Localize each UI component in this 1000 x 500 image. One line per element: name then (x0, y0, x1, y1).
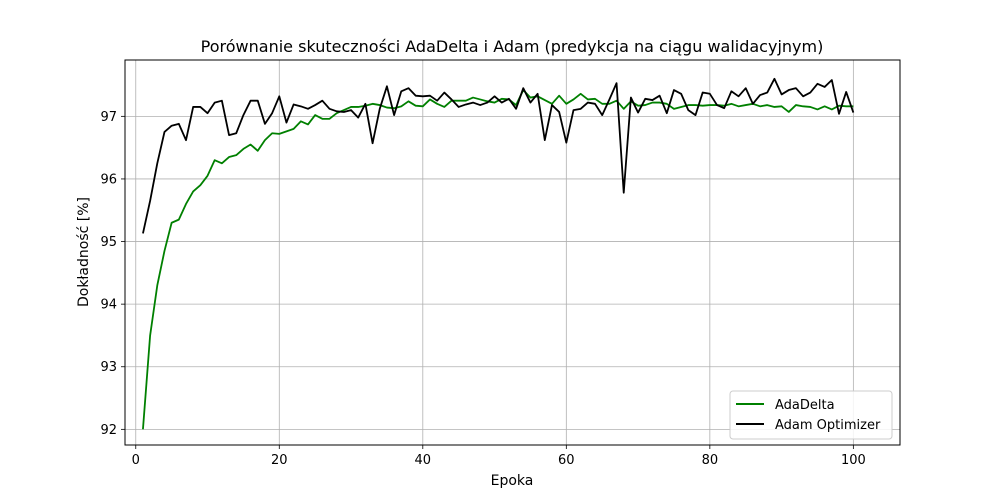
y-tick-label: 92 (100, 423, 117, 438)
y-tick-label: 93 (100, 360, 117, 375)
x-tick-label: 80 (702, 453, 719, 468)
x-tick-label: 60 (558, 453, 575, 468)
x-axis-label: Epoka (491, 473, 534, 489)
y-axis-ticks: 92 93 94 95 96 97 (100, 110, 125, 438)
y-tick-label: 95 (100, 235, 117, 250)
x-axis-ticks: 0 20 40 60 80 100 (132, 445, 866, 468)
y-tick-label: 94 (100, 298, 117, 313)
legend: AdaDelta Adam Optimizer (729, 390, 893, 440)
y-tick-label: 97 (100, 110, 117, 125)
series-line-adadelta (142, 89, 854, 430)
y-tick-label: 96 (100, 172, 117, 187)
legend-label-adadelta: AdaDelta (775, 398, 835, 413)
grid-lines (125, 60, 900, 445)
legend-label-adam: Adam Optimizer (775, 418, 881, 433)
series-line-adam-optimizer (142, 77, 855, 234)
x-tick-label: 100 (841, 453, 866, 468)
y-axis-label: Dokładność [%] (76, 197, 92, 307)
series-lines (142, 77, 855, 430)
legend-box (729, 390, 893, 440)
x-tick-label: 20 (271, 453, 288, 468)
chart-title: Porównanie skuteczności AdaDelta i Adam … (201, 37, 824, 56)
x-tick-label: 0 (132, 453, 140, 468)
plot-frame (124, 59, 901, 446)
x-tick-label: 40 (415, 453, 432, 468)
